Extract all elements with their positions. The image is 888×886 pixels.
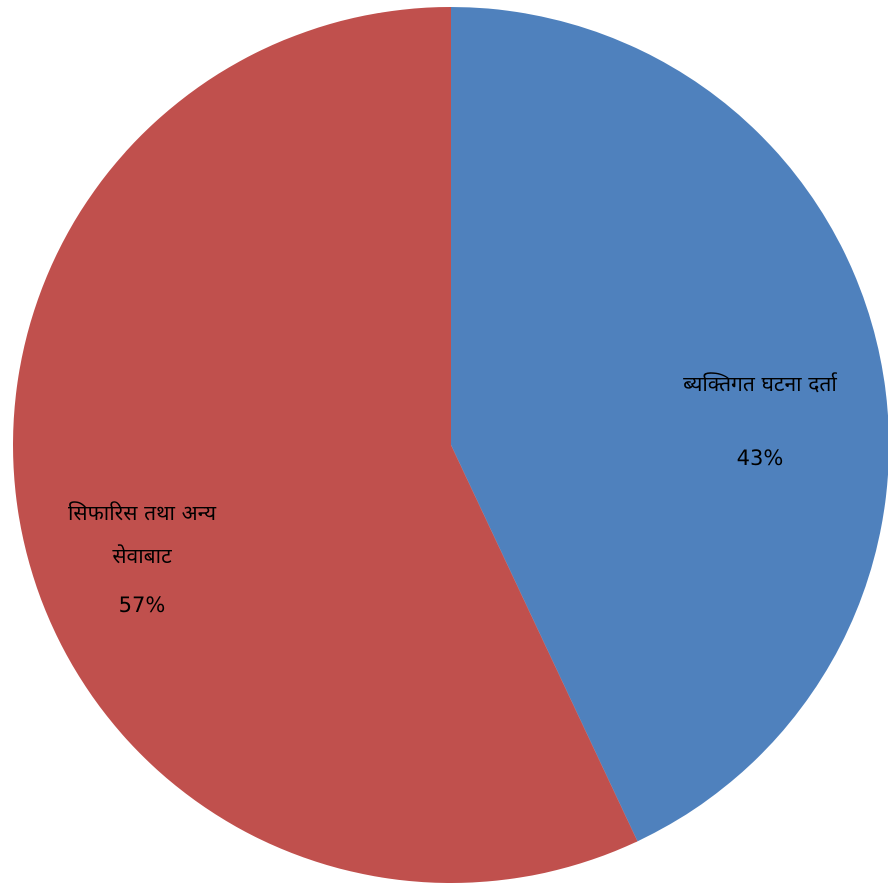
slice-label-recommendation-and-other-line2: सेवाबाट [112, 544, 172, 568]
slice-label-personal-event-registration: ब्यक्तिगत घटना दर्ता [683, 372, 838, 396]
slice-percent-recommendation-and-other: 57% [119, 593, 166, 617]
pie-slices [12, 7, 888, 883]
slice-label-recommendation-and-other-line1: सिफारिस तथा अन्य [68, 501, 217, 525]
slice-percent-personal-event-registration: 43% [737, 446, 784, 470]
pie-slice-personal-event-registration [451, 7, 888, 842]
pie-slice-recommendation-and-other [12, 7, 638, 883]
